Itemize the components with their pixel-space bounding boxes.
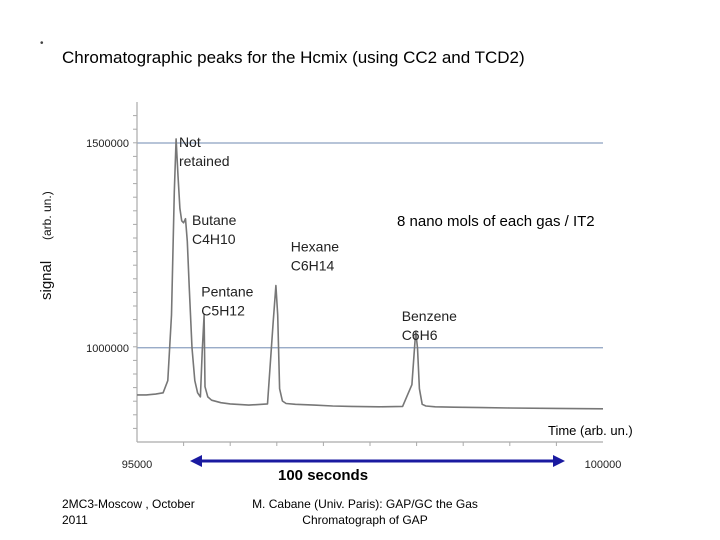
y-tick-label: 1000000 [86, 343, 129, 355]
y-axis-label: signal [38, 261, 55, 300]
x-axis-label: Time (arb. un.) [548, 423, 633, 438]
peak-label: Butane C4H10 [192, 212, 237, 247]
peak-label-line: Benzene [402, 308, 457, 324]
tick-labels: 1000000 1500000 95000 100000 [86, 138, 621, 471]
peak-label-line: C5H12 [201, 303, 245, 319]
y-axis-labels: signal (arb. un.) [38, 191, 55, 300]
duration-arrow [190, 455, 565, 467]
peak-label: Pentane C5H12 [201, 284, 253, 319]
arrow-head-left [190, 455, 202, 467]
peak-annotations: Not retained Butane C4H10 Pentane C5H12 Hexane… [179, 134, 457, 343]
duration-label: 100 seconds [278, 467, 369, 484]
y-tick-label: 1500000 [86, 138, 129, 150]
signal-series [137, 138, 604, 410]
peak-label-line: C6H6 [402, 327, 438, 343]
peak-label: Not retained [179, 134, 230, 169]
peak-label-line: retained [179, 153, 230, 169]
chart-title: Chromatographic peaks for the Hcmix (usi… [62, 48, 525, 67]
peak-label-line: C6H14 [291, 258, 335, 274]
peak-label-line: Butane [192, 212, 237, 228]
sample-note: 8 nano mols of each gas / IT2 [397, 213, 595, 230]
axes [133, 102, 603, 446]
arrow-head-right [553, 455, 565, 467]
peak-label-line: Not [179, 134, 201, 150]
footer-center: M. Cabane (Univ. Paris): GAP/GC the Gas … [252, 497, 478, 527]
peak-label: Benzene C6H6 [402, 308, 457, 343]
gridlines [137, 142, 603, 349]
x-tick-label: 95000 [122, 459, 153, 471]
y-axis-unit-label: (arb. un.) [40, 191, 54, 240]
peak-label: Hexane C6H14 [291, 239, 339, 274]
x-tick-label: 100000 [585, 459, 622, 471]
peak-label-line: C4H10 [192, 231, 236, 247]
peak-label-line: Hexane [291, 239, 339, 255]
title-bullet: • [40, 38, 44, 49]
signal-trace [137, 138, 604, 410]
peak-label-line: Pentane [201, 284, 253, 300]
footer-left: 2MC3-Moscow , October 2011 [62, 497, 195, 527]
